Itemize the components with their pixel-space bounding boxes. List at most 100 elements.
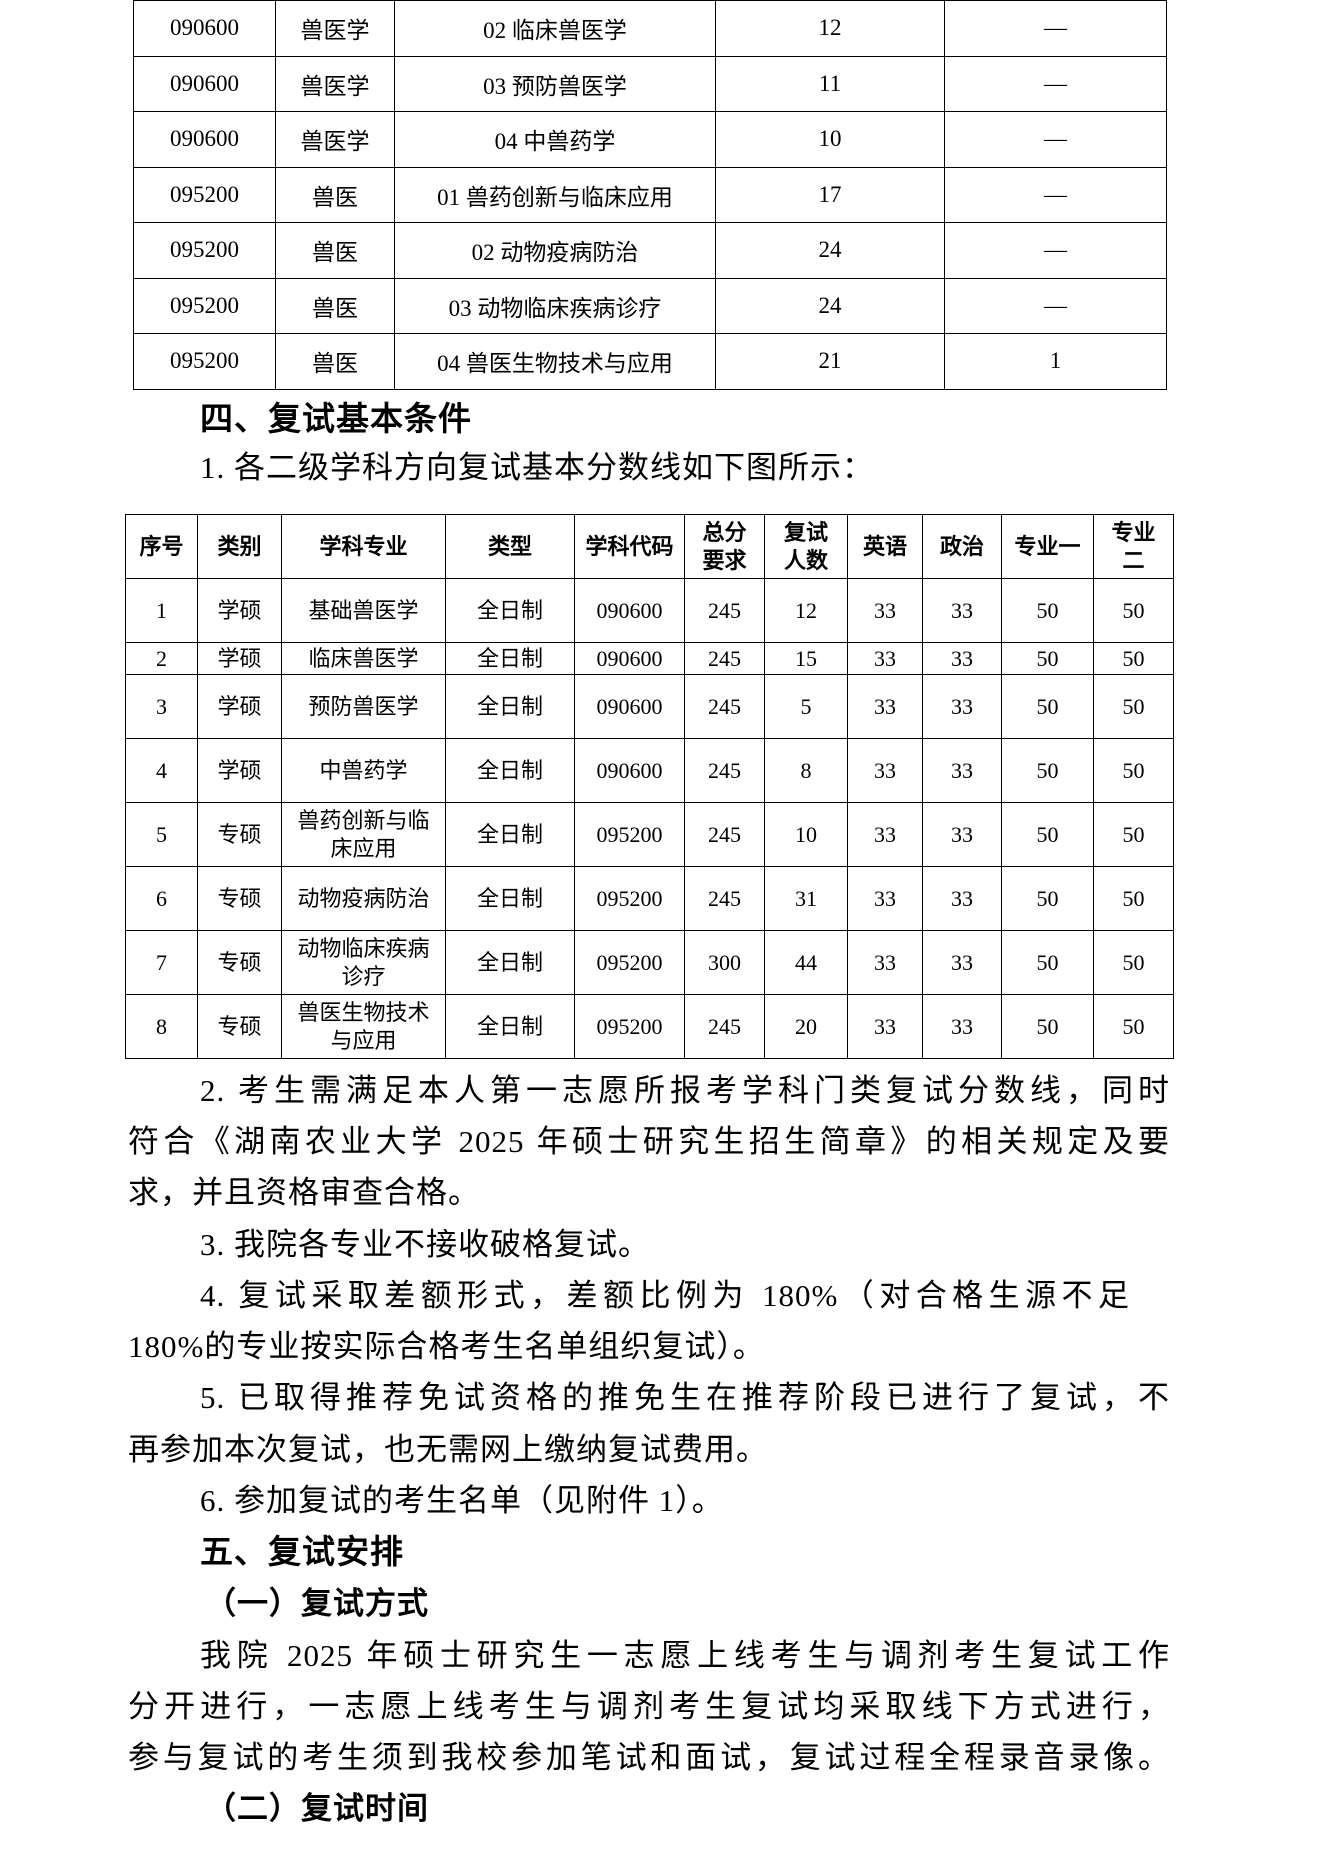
table-cell: — bbox=[944, 166, 1167, 223]
table-cell: 5 bbox=[125, 802, 198, 867]
table-cell: 090600 bbox=[133, 0, 276, 57]
table-cell: 02 临床兽医学 bbox=[394, 0, 716, 57]
table-cell: 10 bbox=[764, 802, 848, 867]
table-cell: 245 bbox=[684, 738, 765, 803]
table-cell: 245 bbox=[684, 578, 765, 643]
table-cell: 20 bbox=[764, 994, 848, 1059]
table-cell: 预防兽医学 bbox=[281, 674, 446, 739]
table-cell: — bbox=[944, 111, 1167, 168]
table-cell: 03 动物临床疾病诊疗 bbox=[394, 277, 716, 334]
subsection-heading-2: （二）复试时间 bbox=[205, 1791, 429, 1826]
paragraph-line: 分开进行，一志愿上线考生与调剂考生复试均采取线下方式进行， bbox=[128, 1689, 1170, 1724]
table-cell: 090600 bbox=[574, 578, 685, 643]
table-cell: 50 bbox=[1001, 674, 1094, 739]
table-cell: 8 bbox=[125, 994, 198, 1059]
table-cell: 24 bbox=[715, 277, 945, 334]
table-cell: 33 bbox=[847, 642, 923, 675]
table-cell: 50 bbox=[1093, 994, 1174, 1059]
table-cell: 33 bbox=[847, 738, 923, 803]
table-cell: 全日制 bbox=[445, 994, 575, 1059]
column-header: 序号 bbox=[125, 514, 198, 579]
table-row: 095200 兽医 04 兽医生物技术与应用 21 1 bbox=[133, 333, 1167, 390]
table-cell: 090600 bbox=[133, 55, 276, 112]
table-cell: 33 bbox=[922, 674, 1002, 739]
table-row: 3 学硕 预防兽医学 全日制 090600 245 5 33 33 50 50 bbox=[125, 674, 1174, 739]
table-cell: 04 中兽药学 bbox=[394, 111, 716, 168]
table-cell: 兽药创新与临床应用 bbox=[281, 802, 446, 867]
table-cell: 兽医 bbox=[275, 277, 395, 334]
section-heading-4: 四、复试基本条件 bbox=[200, 402, 472, 438]
table-cell: 095200 bbox=[574, 866, 685, 931]
table-cell: 4 bbox=[125, 738, 198, 803]
table-cell: 245 bbox=[684, 802, 765, 867]
paragraph-line: 符合《湖南农业大学 2025 年硕士研究生招生简章》的相关规定及要 bbox=[128, 1124, 1170, 1159]
table-cell: 1 bbox=[125, 578, 198, 643]
subsection-heading-1: （一）复试方式 bbox=[205, 1586, 429, 1621]
table-cell: 50 bbox=[1093, 930, 1174, 995]
table-cell: 2 bbox=[125, 642, 198, 675]
paragraph-line: 我院 2025 年硕士研究生一志愿上线考生与调剂考生复试工作 bbox=[200, 1638, 1170, 1673]
column-header: 类别 bbox=[197, 514, 282, 579]
table-cell: 全日制 bbox=[445, 738, 575, 803]
column-header: 英语 bbox=[847, 514, 923, 579]
table-cell: 245 bbox=[684, 674, 765, 739]
table-row: 095200 兽医 03 动物临床疾病诊疗 24— bbox=[133, 277, 1167, 334]
table-cell: 3 bbox=[125, 674, 198, 739]
paragraph-line: 3. 我院各专业不接收破格复试。 bbox=[200, 1227, 650, 1262]
section-heading-5: 五、复试安排 bbox=[200, 1535, 404, 1571]
table-cell: 31 bbox=[764, 866, 848, 931]
table-cell: 33 bbox=[922, 930, 1002, 995]
table-cell: 8 bbox=[764, 738, 848, 803]
table-cell: 33 bbox=[847, 578, 923, 643]
table-cell: 095200 bbox=[574, 802, 685, 867]
table-cell: 专硕 bbox=[197, 802, 282, 867]
table-cell: 全日制 bbox=[445, 802, 575, 867]
paragraph-line: 180%的专业按实际合格考生名单组织复试）。 bbox=[128, 1329, 765, 1364]
paragraph-line: 再参加本次复试，也无需网上缴纳复试费用。 bbox=[128, 1432, 768, 1467]
table-row: 6 专硕 动物疫病防治 全日制 095200 245 31 33 33 50 50 bbox=[125, 866, 1174, 931]
table-cell: 兽医 bbox=[275, 222, 395, 279]
paragraph-line: 2. 考生需满足本人第一志愿所报考学科门类复试分数线，同时 bbox=[200, 1073, 1170, 1108]
table-cell: 学硕 bbox=[197, 738, 282, 803]
table-cell: 专硕 bbox=[197, 866, 282, 931]
column-header: 学科代码 bbox=[574, 514, 685, 579]
table-cell: 学硕 bbox=[197, 642, 282, 675]
paragraph-line: 5. 已取得推荐免试资格的推免生在推荐阶段已进行了复试，不 bbox=[200, 1380, 1170, 1415]
table-cell: — bbox=[944, 0, 1167, 57]
table-cell: 33 bbox=[922, 866, 1002, 931]
table-cell: 245 bbox=[684, 866, 765, 931]
table-cell: 15 bbox=[764, 642, 848, 675]
retest-score-table: 序号 类别 学科专业 类型 学科代码 总分要求 复试人数 英语 政治 专业一 专业二 1 学硕 基础兽医… bbox=[125, 514, 1174, 1059]
table-cell: 兽医 bbox=[275, 333, 395, 390]
table-cell: — bbox=[944, 222, 1167, 279]
table-cell: 33 bbox=[922, 994, 1002, 1059]
table-cell: 300 bbox=[684, 930, 765, 995]
column-header: 类型 bbox=[445, 514, 575, 579]
table-cell: 090600 bbox=[574, 738, 685, 803]
table-cell: 245 bbox=[684, 994, 765, 1059]
paragraph-line: 参与复试的考生须到我校参加笔试和面试，复试过程全程录音录像。 bbox=[128, 1740, 1170, 1775]
table-row: 1 学硕 基础兽医学 全日制 090600 245 12 33 33 50 50 bbox=[125, 578, 1174, 643]
table-cell: 33 bbox=[847, 930, 923, 995]
table-cell: 33 bbox=[847, 802, 923, 867]
table-cell: 50 bbox=[1093, 738, 1174, 803]
table-cell: 兽医 bbox=[275, 166, 395, 223]
table-cell: 全日制 bbox=[445, 578, 575, 643]
table-cell: 兽医生物技术与应用 bbox=[281, 994, 446, 1059]
table-cell: 02 动物疫病防治 bbox=[394, 222, 716, 279]
table-cell: 基础兽医学 bbox=[281, 578, 446, 643]
table-cell: 095200 bbox=[574, 994, 685, 1059]
table-row: 095200 兽医 02 动物疫病防治 24— bbox=[133, 222, 1167, 279]
table-row: 090600 兽医学 03 预防兽医学 11— bbox=[133, 55, 1167, 112]
table-cell: 动物疫病防治 bbox=[281, 866, 446, 931]
table-cell: 21 bbox=[715, 333, 945, 390]
enrollment-plan-table: 090600 兽医学 02 临床兽医学 12—090600 兽医学 03 预防兽医学 11—… bbox=[133, 0, 1167, 390]
table-cell: 6 bbox=[125, 866, 198, 931]
table-cell: 50 bbox=[1093, 674, 1174, 739]
table-cell: 全日制 bbox=[445, 930, 575, 995]
table-cell: 33 bbox=[922, 802, 1002, 867]
table-cell: 临床兽医学 bbox=[281, 642, 446, 675]
table-cell: 5 bbox=[764, 674, 848, 739]
table-cell: 专硕 bbox=[197, 930, 282, 995]
table-cell: 50 bbox=[1001, 930, 1094, 995]
